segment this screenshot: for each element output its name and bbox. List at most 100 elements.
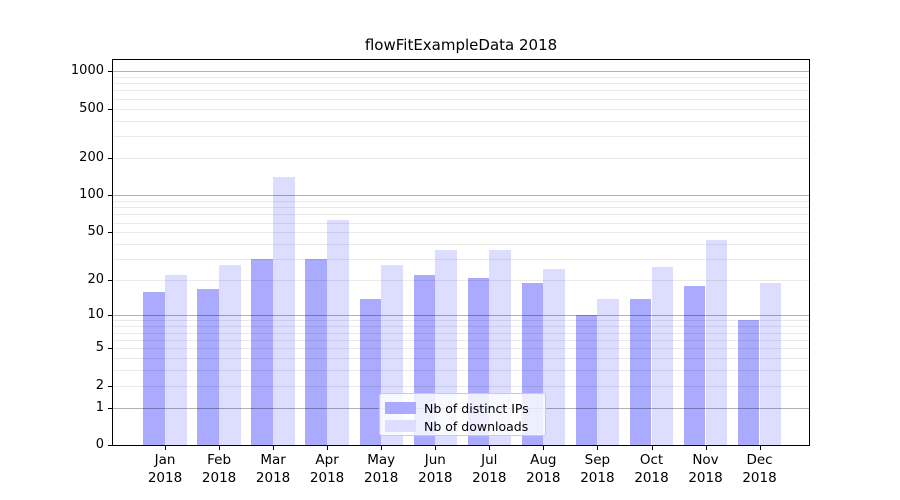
y-tick-mark [108, 71, 113, 73]
y-tick-label: 100 [79, 187, 104, 203]
gridline-minor [113, 83, 809, 85]
gridline-major [113, 315, 809, 317]
year-label: 2018 [147, 470, 183, 486]
gridline-minor [113, 280, 809, 282]
bar-jan-ips [143, 291, 165, 445]
y-tick-mark [108, 158, 113, 159]
x-tick-mark [705, 446, 707, 450]
y-tick-label: 2 [95, 377, 104, 393]
y-tick-mark [108, 195, 113, 197]
gridline-minor [113, 385, 809, 387]
y-tick-mark [108, 348, 113, 349]
month-label: Jan [154, 452, 176, 468]
legend-label: Nb of downloads [424, 418, 529, 434]
gridline-minor [113, 348, 809, 349]
gridline-minor [113, 90, 809, 92]
x-tick-mark [597, 446, 599, 450]
y-tick-label: 5 [95, 340, 104, 355]
month-label: Dec [746, 452, 773, 468]
y-tick-label: 50 [87, 224, 104, 240]
legend-swatch [385, 402, 416, 414]
year-label: 2018 [201, 470, 237, 486]
legend-label: Nb of distinct IPs [424, 400, 529, 416]
x-tick-label-dec: Dec 2018 [730, 451, 790, 487]
year-label: 2018 [580, 470, 615, 486]
bar-jan-downloads [165, 275, 187, 445]
x-tick-mark [381, 446, 383, 450]
x-tick-label-feb: Feb 2018 [189, 451, 249, 487]
legend-row: Nb of distinct IPs [385, 400, 538, 416]
year-label: 2018 [418, 470, 453, 486]
year-label: 2018 [472, 470, 507, 486]
bar-oct-ips [629, 298, 652, 445]
x-tick-mark [327, 446, 329, 450]
month-label: Feb [207, 452, 232, 468]
chart-title: flowFitExampleData 2018 [364, 36, 558, 54]
gridline-minor [113, 108, 809, 110]
gridline-minor [113, 259, 809, 261]
month-label: Mar [260, 452, 286, 468]
y-tick-label: 20 [87, 272, 104, 288]
x-tick-label-jul: Jul 2018 [459, 451, 519, 487]
x-tick-mark [489, 446, 491, 450]
gridline-minor [113, 320, 809, 322]
x-tick-label-apr: Apr 2018 [297, 451, 357, 487]
x-tick-mark [219, 446, 221, 450]
bar-apr-downloads [327, 219, 349, 445]
gridline-minor [113, 339, 809, 341]
month-label: May [367, 452, 396, 468]
bar-nov-downloads [705, 240, 728, 445]
y-tick-mark [108, 280, 113, 282]
x-tick-mark [273, 446, 275, 450]
gridline-major [113, 71, 809, 73]
bar-nov-ips [683, 285, 706, 445]
y-tick-mark [108, 232, 113, 234]
y-tick-mark [108, 445, 113, 446]
bar-sep-downloads [597, 298, 620, 445]
x-tick-label-mar: Mar 2018 [243, 451, 303, 487]
y-tick-label: 500 [79, 100, 104, 116]
month-label: Jul [481, 452, 498, 468]
gridline-minor [113, 76, 809, 78]
month-label: Nov [692, 452, 719, 468]
gridline-minor [113, 98, 809, 100]
x-tick-mark [759, 446, 761, 450]
legend-swatch [385, 420, 416, 432]
bar-mar-downloads [273, 177, 295, 445]
gridline-minor [113, 326, 809, 328]
x-tick-mark [651, 446, 653, 450]
month-label: Apr [315, 452, 339, 468]
gridline-minor [113, 332, 809, 334]
bar-feb-downloads [219, 264, 241, 445]
gridline-minor [113, 370, 809, 371]
y-tick-mark [108, 315, 113, 317]
year-label: 2018 [526, 470, 561, 486]
x-tick-label-aug: Aug 2018 [513, 451, 573, 487]
y-tick-label: 1 [95, 399, 104, 415]
gridline-minor [113, 200, 809, 202]
y-tick-label: 10 [87, 307, 104, 323]
y-tick-mark [108, 385, 113, 387]
plot-area [112, 59, 810, 446]
x-tick-label-jan: Jan 2018 [135, 451, 195, 487]
x-tick-label-sep: Sep 2018 [567, 451, 627, 487]
x-tick-mark [165, 446, 166, 450]
x-tick-label-oct: Oct 2018 [622, 451, 682, 487]
year-label: 2018 [309, 470, 345, 486]
y-tick-label: 1000 [70, 63, 104, 79]
x-tick-mark [435, 446, 437, 450]
bar-oct-downloads [651, 266, 674, 445]
gridline-minor [113, 207, 809, 209]
year-label: 2018 [255, 470, 291, 486]
month-label: Aug [530, 452, 557, 468]
year-label: 2018 [742, 470, 777, 486]
legend-row: Nb of downloads [385, 418, 538, 434]
gridline-major [113, 195, 809, 197]
gridline-minor [113, 232, 809, 234]
x-tick-label-jun: Jun 2018 [405, 451, 465, 487]
bar-dec-ips [737, 320, 760, 445]
year-label: 2018 [634, 470, 669, 486]
y-tick-mark [108, 108, 113, 110]
gridline-minor [113, 136, 809, 138]
